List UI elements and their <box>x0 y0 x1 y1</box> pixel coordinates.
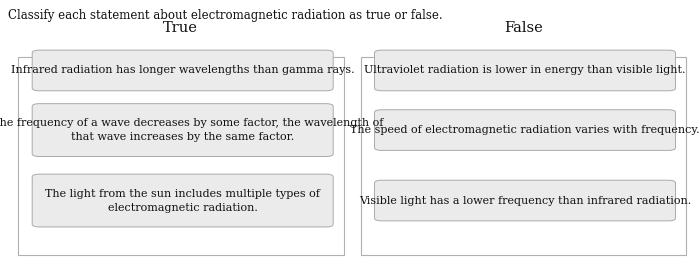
Text: Classify each statement about electromagnetic radiation as true or false.: Classify each statement about electromag… <box>8 9 443 22</box>
FancyBboxPatch shape <box>374 110 676 150</box>
FancyBboxPatch shape <box>32 174 333 227</box>
FancyBboxPatch shape <box>18 57 344 255</box>
Text: Ultraviolet radiation is lower in energy than visible light.: Ultraviolet radiation is lower in energy… <box>364 66 686 75</box>
FancyBboxPatch shape <box>360 57 686 255</box>
FancyBboxPatch shape <box>32 50 333 91</box>
Text: The light from the sun includes multiple types of
electromagnetic radiation.: The light from the sun includes multiple… <box>46 189 320 212</box>
FancyBboxPatch shape <box>32 104 333 157</box>
Text: Visible light has a lower frequency than infrared radiation.: Visible light has a lower frequency than… <box>359 196 691 205</box>
Text: The speed of electromagnetic radiation varies with frequency.: The speed of electromagnetic radiation v… <box>350 125 700 135</box>
FancyBboxPatch shape <box>374 50 676 91</box>
FancyBboxPatch shape <box>374 180 676 221</box>
Text: True: True <box>163 21 198 36</box>
Text: If the frequency of a wave decreases by some factor, the wavelength of
that wave: If the frequency of a wave decreases by … <box>0 118 383 142</box>
Text: False: False <box>504 21 543 36</box>
Text: Infrared radiation has longer wavelengths than gamma rays.: Infrared radiation has longer wavelength… <box>11 66 354 75</box>
